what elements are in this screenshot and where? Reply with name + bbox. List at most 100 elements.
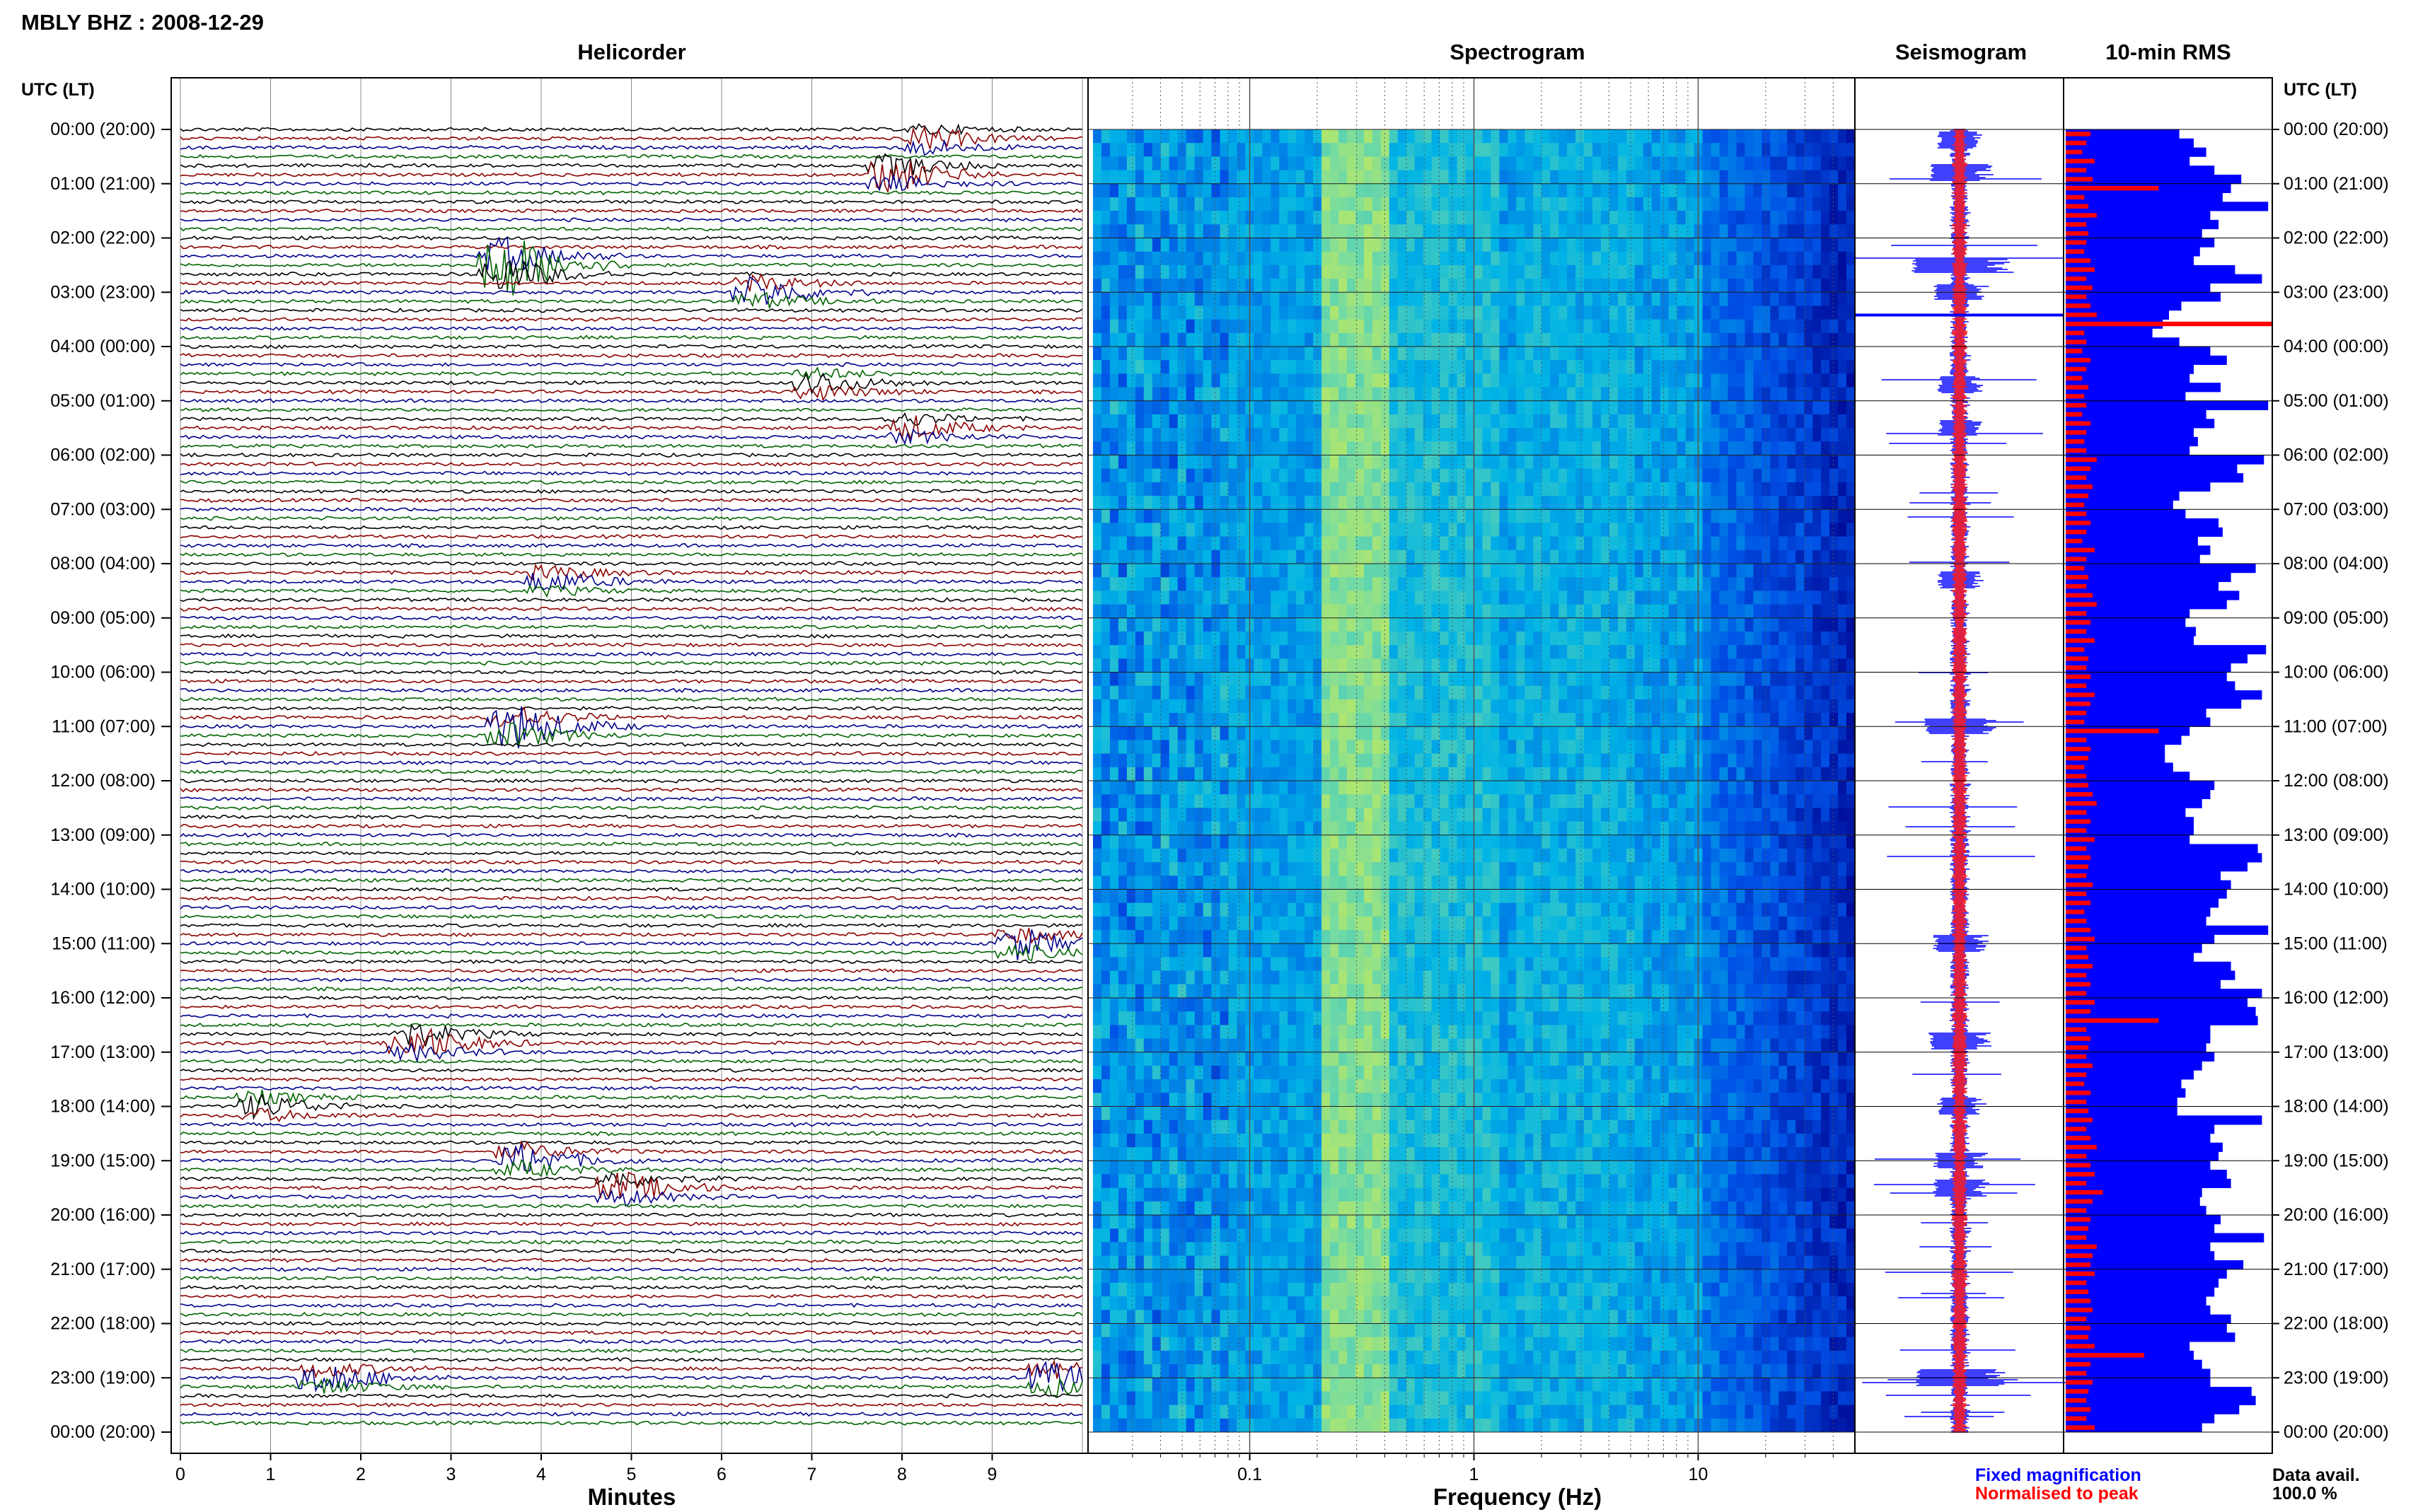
spectrogram-cell: [1787, 848, 1796, 863]
spectrogram-cell: [1575, 645, 1585, 659]
spectrogram-cell: [1702, 482, 1712, 496]
spectrogram-cell: [1609, 400, 1619, 415]
spectrogram-cell: [1313, 468, 1322, 483]
spectrogram-cell: [1135, 713, 1145, 727]
spectrogram-cell: [1389, 387, 1399, 402]
spectrogram-cell: [1846, 699, 1856, 714]
spectrogram-cell: [1203, 862, 1213, 876]
spectrogram-cell: [1821, 523, 1830, 537]
spectrogram-cell: [1745, 170, 1754, 185]
spectrogram-cell: [1118, 645, 1128, 659]
spectrogram-cell: [1389, 604, 1399, 619]
spectrogram-cell: [1126, 577, 1136, 591]
spectrogram-cell: [1533, 577, 1542, 591]
spectrogram-cell: [1668, 726, 1678, 740]
spectrogram-cell: [1736, 549, 1746, 564]
spectrogram-cell: [1719, 360, 1729, 374]
spectrogram-cell: [1296, 129, 1305, 144]
spectrogram-cell: [1152, 143, 1162, 157]
spectrogram-cell: [1711, 428, 1720, 442]
spectrogram-cell: [1397, 428, 1407, 442]
spectrogram-cell: [1313, 264, 1322, 279]
spectrogram-cell: [1126, 876, 1136, 890]
spectrogram-cell: [1372, 143, 1382, 157]
spectrogram-cell: [1567, 496, 1576, 510]
spectrogram-cell: [1702, 821, 1712, 836]
spectrogram-cell: [1288, 658, 1297, 673]
spectrogram-cell: [1160, 197, 1170, 211]
spectrogram-cell: [1237, 170, 1246, 185]
spectrogram-cell: [1363, 441, 1373, 455]
spectrogram-cell: [1812, 834, 1822, 849]
spectrogram-cell: [1778, 387, 1788, 402]
spectrogram-cell: [1330, 509, 1339, 523]
spectrogram-cell: [1397, 753, 1407, 768]
spectrogram-cell: [1220, 211, 1230, 225]
spectrogram-cell: [1762, 699, 1771, 714]
spectrogram-cell: [1338, 834, 1348, 849]
spectrogram-cell: [1617, 468, 1627, 483]
spectrogram-cell: [1355, 292, 1365, 306]
spectrogram-cell: [1380, 251, 1390, 266]
spectrogram-cell: [1482, 468, 1492, 483]
spectrogram-cell: [1321, 279, 1331, 293]
spectrogram-cell: [1634, 862, 1644, 876]
spectrogram-cell: [1601, 347, 1610, 361]
spectrogram-cell: [1288, 292, 1297, 306]
spectrogram-cell: [1321, 197, 1331, 211]
spectrogram-cell: [1423, 672, 1433, 687]
spectrogram-cell: [1567, 523, 1576, 537]
spectrogram-cell: [1575, 332, 1585, 347]
spectrogram-cell: [1296, 319, 1305, 334]
spectrogram-cell: [1177, 821, 1187, 836]
spectrogram-cell: [1118, 617, 1128, 632]
spectrogram-cell: [1109, 726, 1119, 740]
spectrogram-cell: [1601, 156, 1610, 171]
spectrogram-cell: [1152, 564, 1162, 578]
spectrogram-cell: [1372, 862, 1382, 876]
spectrogram-cell: [1305, 251, 1314, 266]
spectrogram-cell: [1643, 591, 1653, 605]
spectrogram-cell: [1347, 319, 1356, 334]
spectrogram-cell: [1313, 211, 1322, 225]
spectrogram-cell: [1465, 414, 1475, 429]
spectrogram-cell: [1109, 264, 1119, 279]
spectrogram-cell: [1347, 143, 1356, 157]
spectrogram-cell: [1347, 509, 1356, 523]
spectrogram-cell: [1508, 197, 1517, 211]
spectrogram-cell: [1126, 496, 1136, 510]
spectrogram-cell: [1389, 347, 1399, 361]
spectrogram-cell: [1499, 672, 1508, 687]
spectrogram-cell: [1575, 441, 1585, 455]
spectrogram-cell: [1211, 387, 1221, 402]
spectrogram-cell: [1753, 455, 1762, 470]
spectrogram-cell: [1711, 617, 1720, 632]
spectrogram-cell: [1821, 279, 1830, 293]
spectrogram-cell: [1126, 183, 1136, 198]
spectrogram-cell: [1330, 726, 1339, 740]
spectrogram-cell: [1821, 183, 1830, 198]
spectrogram-cell: [1355, 264, 1365, 279]
spectrogram-cell: [1821, 224, 1830, 238]
spectrogram-cell: [1711, 292, 1720, 306]
spectrogram-cell: [1702, 264, 1712, 279]
spectrogram-cell: [1558, 672, 1568, 687]
spectrogram-cell: [1169, 238, 1179, 252]
spectrogram-cell: [1305, 292, 1314, 306]
spectrogram-cell: [1567, 591, 1576, 605]
spectrogram-cell: [1533, 482, 1542, 496]
spectrogram-cell: [1668, 753, 1678, 768]
spectrogram-cell: [1296, 387, 1305, 402]
spectrogram-cell: [1372, 251, 1382, 266]
spectrogram-cell: [1829, 549, 1839, 564]
spectrogram-cell: [1101, 645, 1111, 659]
spectrogram-cell: [1516, 699, 1525, 714]
spectrogram-cell: [1152, 549, 1162, 564]
spectrogram-cell: [1736, 156, 1746, 171]
spectrogram-cell: [1719, 482, 1729, 496]
spectrogram-cell: [1804, 726, 1813, 740]
spectrogram-cell: [1575, 482, 1585, 496]
spectrogram-cell: [1093, 496, 1102, 510]
spectrogram-cell: [1558, 482, 1568, 496]
spectrogram-cell: [1525, 360, 1534, 374]
